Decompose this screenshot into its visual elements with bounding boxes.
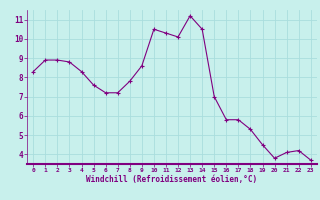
X-axis label: Windchill (Refroidissement éolien,°C): Windchill (Refroidissement éolien,°C): [86, 175, 258, 184]
